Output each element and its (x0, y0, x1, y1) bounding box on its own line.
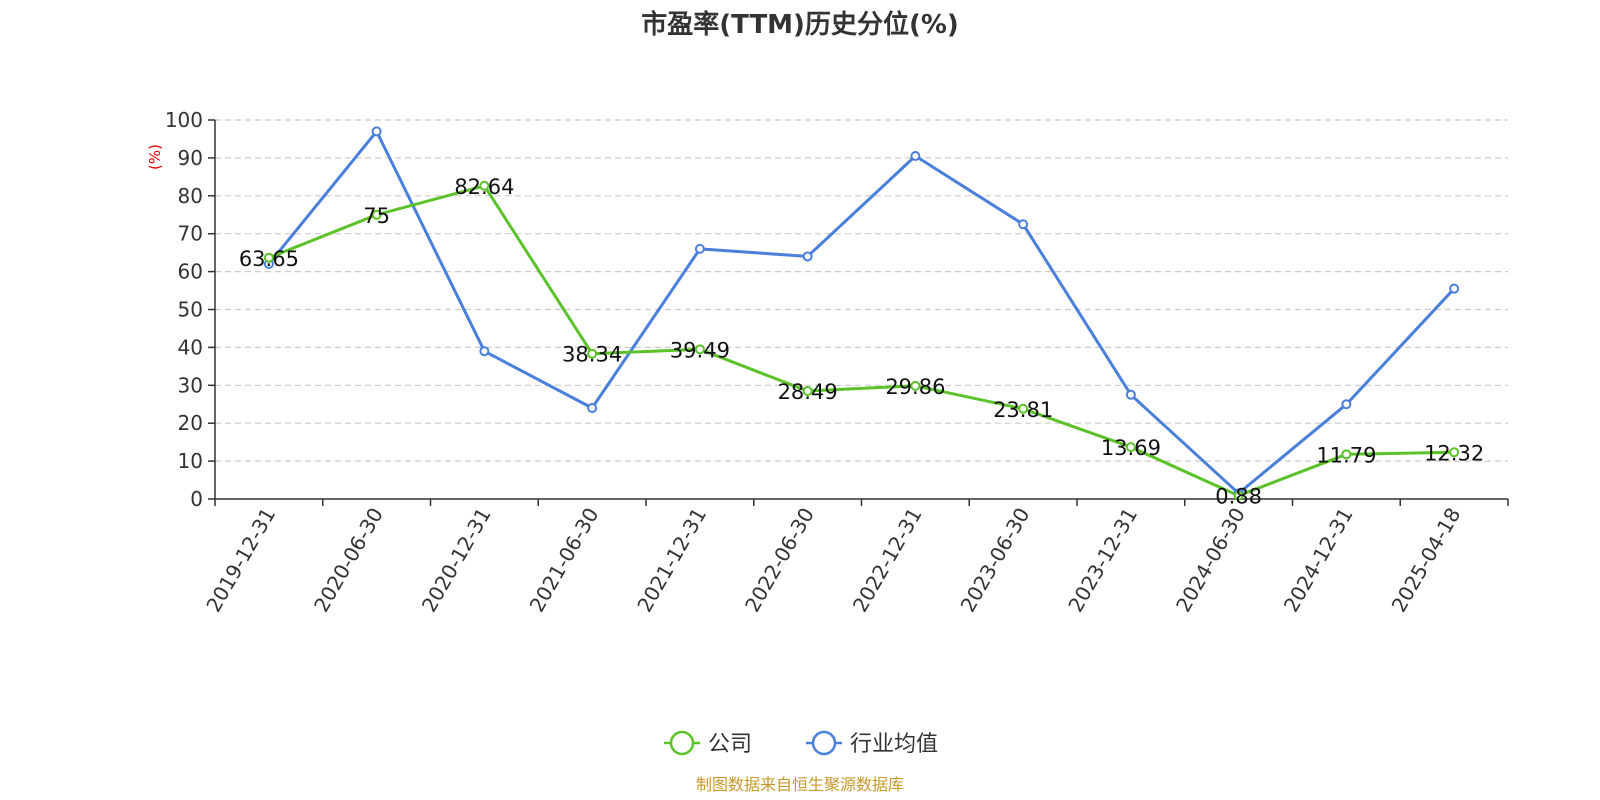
y-tick-label: 80 (178, 184, 203, 208)
data-label: 28.49 (778, 380, 838, 404)
x-tick-label: 2025-04-18 (1387, 504, 1466, 617)
data-labels: 63.65 75 82.64 38.34 39.49 28.49 29.86 23.81 13.… (239, 175, 1484, 509)
y-tick-label: 40 (178, 335, 203, 359)
data-point (371, 126, 382, 137)
data-point (1125, 442, 1136, 453)
data-point (371, 209, 382, 220)
legend-label: 公司 (708, 732, 752, 757)
legend-marker (811, 730, 837, 756)
data-label: 82.64 (454, 175, 514, 199)
y-tick-label: 30 (178, 373, 203, 397)
legend-label: 行业均值 (850, 732, 938, 757)
data-point (1018, 403, 1029, 414)
data-point (1018, 219, 1029, 230)
y-axis: 0 10 20 30 40 50 60 70 80 90 100 (165, 108, 216, 511)
series-line-0 (268, 184, 1455, 498)
series-line-1 (267, 129, 1456, 495)
x-tick-label: 2021-06-30 (525, 504, 604, 617)
y-axis-unit-label: (%) (146, 144, 164, 170)
data-point (1233, 490, 1244, 501)
data-point (1341, 399, 1352, 410)
data-label: 23.81 (993, 398, 1053, 422)
data-point (1449, 283, 1460, 294)
data-label: 29.86 (885, 375, 945, 399)
x-tick-label: 2021-12-31 (632, 504, 711, 617)
data-label: 11.79 (1316, 443, 1376, 467)
y-tick-label: 60 (178, 260, 203, 284)
data-point (802, 386, 813, 397)
legend[interactable]: 公司 行业均值 (664, 730, 938, 757)
gridlines (215, 119, 1508, 462)
data-point (587, 348, 598, 359)
legend-marker (669, 730, 695, 756)
source-note: 制图数据来自恒生聚源数据库 (696, 775, 904, 794)
series-group (263, 126, 1460, 501)
data-point (802, 251, 813, 262)
y-tick-label: 10 (178, 449, 203, 473)
data-point (910, 151, 921, 162)
data-point (694, 243, 705, 254)
data-label: 75 (363, 204, 390, 228)
x-tick-label: 2023-12-31 (1063, 504, 1142, 617)
data-label: 13.69 (1101, 436, 1161, 460)
data-point (479, 346, 490, 357)
data-label: 38.34 (562, 343, 622, 367)
x-tick-label: 2023-06-30 (956, 504, 1035, 617)
y-tick-label: 70 (178, 222, 203, 246)
y-tick-label: 100 (165, 108, 203, 132)
chart-title: 市盈率(TTM)历史分位(%) (641, 9, 959, 40)
y-tick-label: 0 (190, 487, 203, 511)
data-point (1449, 447, 1460, 458)
x-tick-label: 2020-06-30 (309, 504, 388, 617)
data-label: 0.88 (1215, 485, 1262, 509)
data-label: 63.65 (239, 247, 299, 271)
data-point (587, 403, 598, 414)
data-point (263, 252, 274, 263)
x-tick-label: 2022-06-30 (740, 504, 819, 617)
x-axis: 2019-12-31 2020-06-30 2020-12-31 2021-06-30… (201, 498, 1509, 617)
y-tick-label: 90 (178, 146, 203, 170)
x-tick-label: 2020-12-31 (417, 504, 496, 617)
data-point (1125, 389, 1136, 400)
x-tick-label: 2024-12-31 (1279, 504, 1358, 617)
x-tick-label: 2022-12-31 (848, 504, 927, 617)
data-label: 12.32 (1424, 441, 1484, 465)
data-point (479, 180, 490, 191)
data-point (694, 344, 705, 355)
x-tick-label: 2019-12-31 (201, 504, 280, 617)
y-tick-label: 50 (178, 298, 203, 322)
x-tick-label: 2024-06-30 (1171, 504, 1250, 617)
y-tick-label: 20 (178, 411, 203, 435)
data-point (910, 380, 921, 391)
data-point (1341, 449, 1352, 460)
data-label: 39.49 (670, 338, 730, 362)
